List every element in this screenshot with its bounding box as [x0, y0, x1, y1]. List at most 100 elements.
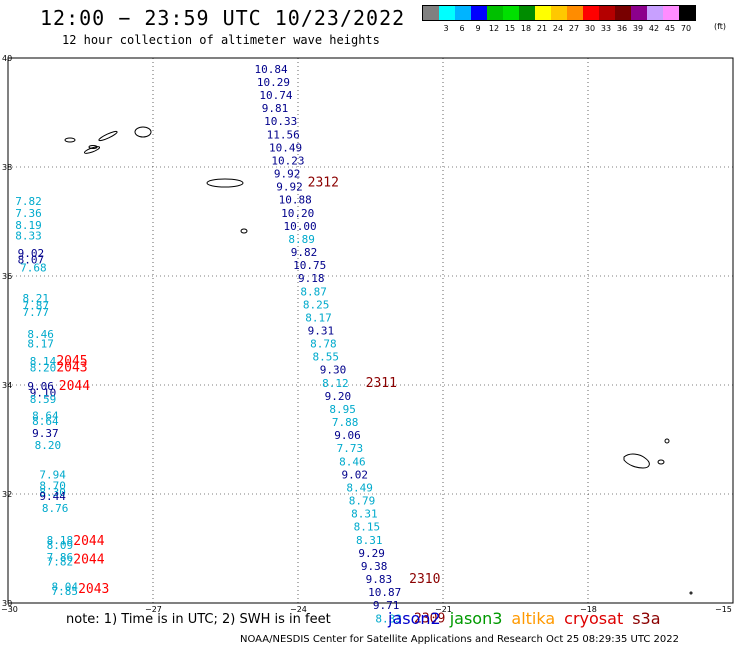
swh-value: 8.59	[30, 393, 57, 406]
swh-value: 7.68	[20, 261, 47, 274]
swh-value: 8.70	[39, 479, 66, 492]
legend-label: 12	[488, 24, 500, 33]
swh-value: 8.04	[52, 581, 79, 594]
legend-swatches	[422, 5, 696, 21]
island	[83, 146, 101, 154]
swh-value: 7.82	[47, 556, 74, 569]
legend-swatch	[615, 6, 631, 20]
swh-value: 10.74	[259, 89, 292, 102]
swh-value: 8.33	[15, 230, 42, 243]
swh-value: 10.88	[279, 194, 312, 207]
swh-value: 8.15	[354, 521, 381, 534]
legend-label: 36	[616, 24, 628, 33]
swh-value: 9.02	[342, 468, 369, 481]
swh-value: 9.37	[32, 427, 59, 440]
satellite-legend: jason2 jason3 altika cryosat s3a	[388, 609, 670, 628]
swh-value: 8.30	[39, 486, 66, 499]
swh-value: 9.30	[320, 364, 347, 377]
swh-value: 11.56	[267, 128, 300, 141]
legend-swatch	[679, 6, 695, 20]
lat-tick-label: 30	[2, 599, 12, 608]
legend-swatch	[535, 6, 551, 20]
swh-value: 9.71	[373, 599, 400, 612]
swh-value: 8.18	[47, 534, 74, 547]
swh-value: 9.29	[358, 547, 385, 560]
swh-value: 8.25	[303, 298, 330, 311]
legend-label: 21	[536, 24, 548, 33]
swh-value: 8.46	[27, 328, 54, 341]
swh-value: 9.81	[262, 102, 289, 115]
swh-value: 10.20	[281, 207, 314, 220]
swh-value: 9.31	[308, 325, 335, 338]
swh-value: 10.49	[269, 141, 302, 154]
legend-label: 30	[584, 24, 596, 33]
legend-swatch	[631, 6, 647, 20]
lon-tick-label: −27	[145, 605, 162, 614]
swh-value: 9.44	[39, 490, 66, 503]
legend-swatch	[455, 6, 471, 20]
swh-value: 8.89	[288, 233, 315, 246]
map-frame	[7, 57, 734, 604]
swh-value: 10.84	[255, 63, 288, 76]
legend-swatch	[439, 6, 455, 20]
legend-swatch	[599, 6, 615, 20]
swh-value: 8.55	[313, 351, 340, 364]
swh-value: 8.64	[32, 415, 59, 428]
swh-value: 8.07	[18, 254, 44, 267]
legend-labels: 3 6 9 12 15 18 21 24 27 30 33 36 39 42 45 70	[422, 24, 696, 33]
legend-label: 15	[504, 24, 516, 33]
swh-value: 8.12	[322, 377, 349, 390]
swh-value: 10.33	[264, 115, 297, 128]
swh-value: 7.88	[332, 416, 359, 429]
lat-tick-label: 34	[2, 381, 12, 390]
legend-swatch	[567, 6, 583, 20]
swh-value: 8.31	[356, 534, 383, 547]
legend-label: 9	[475, 24, 481, 33]
swh-value: 8.20	[35, 439, 62, 452]
island	[657, 459, 665, 465]
time-label: 2043	[56, 361, 87, 376]
swh-value: 9.06	[27, 380, 54, 393]
swh-value: 8.19	[15, 219, 42, 232]
legend-label: 42	[648, 24, 660, 33]
satellite-name: altika	[511, 609, 556, 628]
swh-value: 7.85	[52, 585, 79, 598]
legend-label: 45	[664, 24, 676, 33]
legend-label: 27	[568, 24, 580, 33]
lon-tick-label: −24	[290, 605, 307, 614]
legend-label: 3	[443, 24, 449, 33]
swh-value: 10.29	[257, 76, 290, 89]
swh-value: 10.00	[284, 220, 317, 233]
legend-unit: (ft)	[714, 22, 727, 31]
swh-value: 10.23	[271, 154, 304, 167]
time-label: 2045	[56, 354, 87, 369]
swh-value: 10.75	[293, 259, 326, 272]
lat-tick-label: 40	[2, 54, 12, 63]
map-subtitle: 12 hour collection of altimeter wave hei…	[62, 33, 380, 47]
legend-swatch	[487, 6, 503, 20]
swh-value: 8.20	[30, 362, 57, 375]
swh-value: 8.17	[27, 338, 54, 351]
island	[623, 453, 650, 469]
swh-value: 8.95	[329, 403, 356, 416]
satellite-name: cryosat	[564, 609, 624, 628]
lon-tick-label: −30	[1, 605, 18, 614]
swh-value: 9.83	[366, 573, 393, 586]
swh-value: 8.76	[42, 502, 68, 515]
lat-tick-label: 32	[2, 490, 12, 499]
satellite-name: jason3	[449, 609, 503, 628]
swh-value: 10.87	[368, 586, 401, 599]
legend-swatch	[663, 6, 679, 20]
swh-value: 8.78	[310, 338, 337, 351]
swh-value: 7.82	[15, 195, 42, 208]
lon-tick-label: −15	[715, 605, 732, 614]
island	[664, 438, 670, 444]
satellite-name: s3a	[632, 609, 661, 628]
time-label: 2312	[308, 175, 339, 190]
legend-swatch	[471, 6, 487, 20]
island	[240, 228, 248, 234]
satellite-name: jason2	[388, 609, 441, 628]
legend-label: 24	[552, 24, 564, 33]
